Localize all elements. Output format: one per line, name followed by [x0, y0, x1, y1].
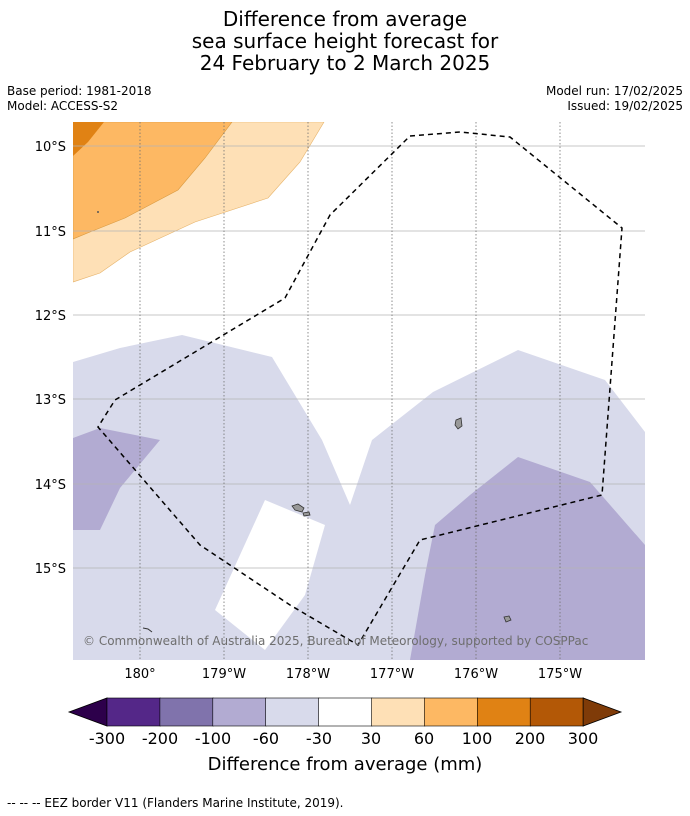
chart-title: Difference from average sea surface heig…	[0, 8, 690, 74]
colorbar-segment	[371, 697, 426, 727]
anomaly-100-200	[73, 122, 104, 156]
lon-label: 180°	[124, 667, 155, 682]
colorbar-tick: -30	[306, 729, 332, 748]
colorbar-tick: 60	[414, 729, 434, 748]
colorbar-segment	[476, 697, 531, 727]
island-fiji-small	[302, 511, 311, 517]
colorbar-tick: 100	[462, 729, 493, 748]
colorbar-tick: -100	[195, 729, 231, 748]
colorbar-segment	[106, 697, 161, 727]
anomaly-near-zero	[215, 500, 325, 650]
colorbar-tick: -200	[142, 729, 178, 748]
lat-label: 10°S	[35, 140, 66, 155]
colorbar-tick: -60	[253, 729, 279, 748]
issued-date: Issued: 19/02/2025	[567, 99, 683, 113]
model-name: Model: ACCESS-S2	[7, 99, 119, 113]
colorbar-tick: 300	[568, 729, 599, 748]
lat-label: 12°S	[35, 309, 66, 324]
colorbar-segment	[265, 697, 320, 727]
lon-label: 177°W	[370, 667, 414, 682]
lon-label: 178°W	[286, 667, 330, 682]
title-line-3: 24 February to 2 March 2025	[199, 51, 491, 75]
colorbar-segment	[424, 697, 479, 727]
meta-left: Base period: 1981-2018 Model: ACCESS-S2	[7, 84, 152, 114]
meridians	[139, 122, 561, 660]
colorbar-ticks: -300 -200 -100 -60 -30 30 60 100 200 300	[89, 729, 598, 748]
colorbar-segment	[318, 697, 373, 727]
anomaly-minus-60-100-east	[410, 457, 645, 660]
colorbar-segment	[529, 697, 584, 727]
colorbar-tick: -300	[89, 729, 125, 748]
colorbar-extend-high	[582, 697, 623, 727]
model-run: Model run: 17/02/2025	[545, 84, 683, 98]
lat-label: 11°S	[35, 225, 66, 240]
colorbar-label: Difference from average (mm)	[208, 754, 483, 775]
lon-label: 175°W	[538, 667, 582, 682]
colorbar-extend-low	[67, 697, 108, 727]
island-southwest	[142, 627, 153, 633]
longitude-labels: 180° 179°W 178°W 177°W 176°W 175°W	[124, 667, 582, 682]
lon-label: 176°W	[454, 667, 498, 682]
lat-label: 15°S	[35, 562, 66, 577]
colorbar-tick: 200	[515, 729, 546, 748]
lat-label: 13°S	[35, 393, 66, 408]
island-south	[503, 615, 512, 623]
colorbar-segment	[212, 697, 267, 727]
meta-right: Model run: 17/02/2025 Issued: 19/02/2025	[546, 84, 683, 114]
colorbar	[67, 697, 623, 727]
island-wallis	[454, 417, 463, 430]
island-northwest	[97, 211, 99, 213]
eez-legend: -- -- -- EEZ border V11 (Flanders Marine…	[7, 796, 344, 810]
anomaly-minus-60-100-west	[73, 428, 160, 530]
latitude-labels: 10°S 11°S 12°S 13°S 14°S 15°S	[35, 140, 66, 577]
lat-label: 14°S	[35, 478, 66, 493]
title-line-2: sea surface height forecast for	[191, 29, 499, 53]
title-line-1: Difference from average	[222, 7, 468, 31]
island-fiji-north	[291, 503, 305, 513]
colorbar-tick: 30	[361, 729, 381, 748]
base-period: Base period: 1981-2018	[7, 84, 152, 98]
gridlines	[73, 145, 645, 569]
map-area: © Commonwealth of Australia 2025, Bureau…	[73, 122, 645, 660]
eez-border	[97, 131, 623, 647]
colorbar-segment	[159, 697, 214, 727]
copyright-text: © Commonwealth of Australia 2025, Bureau…	[83, 634, 588, 648]
lon-label: 179°W	[202, 667, 246, 682]
anomaly-60-100	[73, 122, 233, 240]
